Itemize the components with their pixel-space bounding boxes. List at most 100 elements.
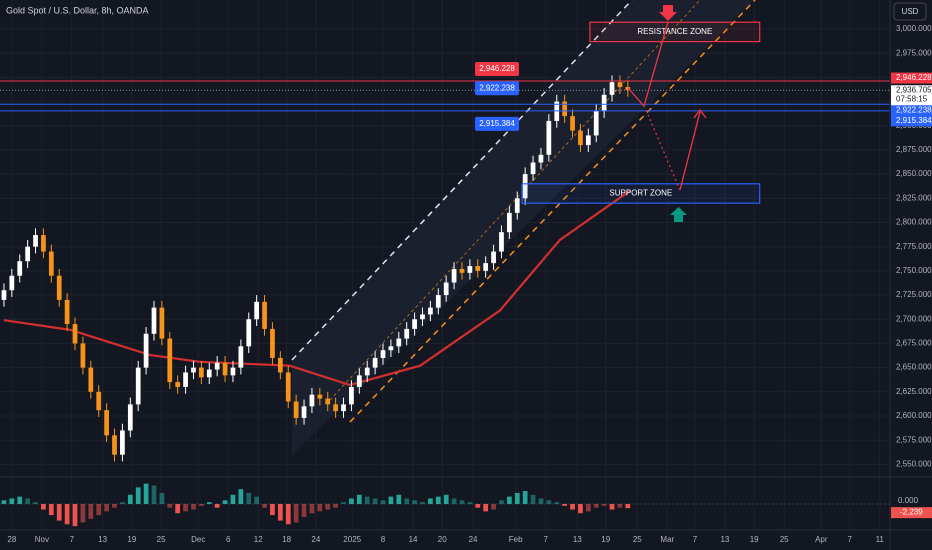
osc-bar — [435, 496, 441, 504]
currency-button[interactable] — [893, 2, 927, 21]
x-tick-label: 25 — [157, 535, 166, 544]
candle-body — [428, 307, 433, 315]
osc-bar — [80, 504, 86, 523]
level-tag-label: 2,922.238 — [479, 83, 515, 92]
x-tick-label: Mar — [660, 535, 674, 544]
candle-body — [159, 307, 165, 339]
candle-body — [246, 319, 252, 347]
currency-label[interactable]: USD — [902, 7, 919, 16]
osc-bar — [601, 504, 607, 506]
x-tick-label: 24 — [469, 535, 478, 544]
x-tick-label: 25 — [780, 535, 789, 544]
candle-body — [270, 328, 275, 358]
candle-body — [41, 235, 46, 252]
osc-bar — [1, 500, 7, 504]
oscillator-pane — [0, 483, 890, 527]
candle-body — [9, 275, 15, 291]
x-tick-label: 6 — [226, 535, 231, 544]
candle-body — [570, 116, 575, 131]
osc-bar — [9, 498, 15, 504]
candle-body — [562, 101, 568, 117]
candle-body — [341, 404, 346, 412]
x-tick-label: 11 — [876, 535, 885, 544]
x-tick-label: 13 — [98, 535, 107, 544]
osc-bar — [159, 492, 165, 504]
candle-body — [56, 275, 62, 300]
axes: 2,550.000 2,575.000 2,600.000 2,625.000 2,65… — [7, 24, 932, 544]
candle-body — [238, 346, 244, 368]
osc-bar — [499, 500, 504, 504]
candle-body — [72, 324, 78, 344]
candle-body — [578, 130, 583, 146]
x-tick-label: 7 — [70, 535, 75, 544]
chart-title: Gold Spot / U.S. Dollar, 8h, OANDA — [6, 5, 149, 15]
candle-body — [135, 367, 141, 405]
candle-body — [175, 382, 181, 387]
osc-bar — [64, 504, 70, 525]
down-arrow-icon — [659, 5, 677, 21]
osc-bar — [72, 504, 78, 527]
candle-body — [33, 235, 38, 247]
osc-bar — [41, 504, 46, 510]
osc-bar — [459, 500, 465, 504]
candle-body — [64, 299, 70, 325]
osc-bar — [277, 504, 283, 521]
osc-bar — [388, 496, 394, 504]
osc-bar — [364, 496, 370, 504]
osc-last-label: -2.239 — [900, 508, 923, 517]
osc-bar — [175, 504, 181, 514]
projection-up — [627, 21, 669, 108]
y-tick-label: 2,625.000 — [896, 387, 932, 396]
candle-body — [467, 266, 473, 273]
osc-bar — [506, 496, 512, 504]
osc-bar — [578, 504, 583, 514]
candle-body — [1, 290, 7, 300]
osc-bar — [88, 504, 94, 519]
candle-body — [88, 367, 94, 392]
candle-body — [96, 391, 102, 411]
osc-bar — [143, 483, 149, 504]
osc-bar — [112, 504, 117, 508]
candle-body — [601, 94, 607, 112]
candle-body — [17, 261, 23, 276]
x-tick-label: 20 — [438, 535, 447, 544]
candle-body — [514, 198, 520, 213]
zone — [521, 183, 761, 204]
level-tag — [475, 81, 519, 96]
candle-body — [364, 367, 370, 376]
y-tick-label: 2,675.000 — [896, 339, 932, 348]
candle-body — [538, 154, 544, 163]
y-tick-label: 2,975.000 — [896, 48, 932, 57]
axis-level-label: 2,922.238 — [896, 105, 932, 114]
level-tag — [475, 62, 519, 77]
candle-body — [349, 386, 354, 405]
channel-lower — [349, 0, 756, 423]
candle-body — [546, 120, 552, 155]
axis-level-label: 2,946.228 — [896, 73, 932, 82]
candle-body — [617, 82, 623, 88]
candle-body — [483, 263, 489, 271]
candle-body — [112, 435, 117, 455]
osc-bar — [246, 492, 252, 504]
candle-body — [206, 369, 212, 378]
candle-body — [475, 266, 481, 271]
y-tick-label: 2,750.000 — [896, 266, 932, 275]
x-tick-label: 7 — [543, 535, 548, 544]
axis-level-tag — [891, 104, 932, 116]
channel-fill — [292, 0, 755, 455]
moving-average — [3, 189, 631, 387]
candle-body — [254, 301, 260, 320]
osc-bar — [222, 500, 228, 504]
osc-bar — [570, 504, 575, 510]
osc-bar — [538, 498, 544, 504]
y-tick-label: 2,725.000 — [896, 290, 932, 299]
y-tick-label: 2,875.000 — [896, 145, 932, 154]
osc-bar — [625, 504, 631, 509]
zone-label: SUPPORT ZONE — [609, 189, 672, 198]
candle-body — [309, 394, 315, 407]
candle-body — [530, 162, 536, 175]
y-tick-label: 2,550.000 — [896, 459, 932, 468]
candle-body — [262, 301, 267, 329]
osc-bar — [135, 487, 141, 504]
